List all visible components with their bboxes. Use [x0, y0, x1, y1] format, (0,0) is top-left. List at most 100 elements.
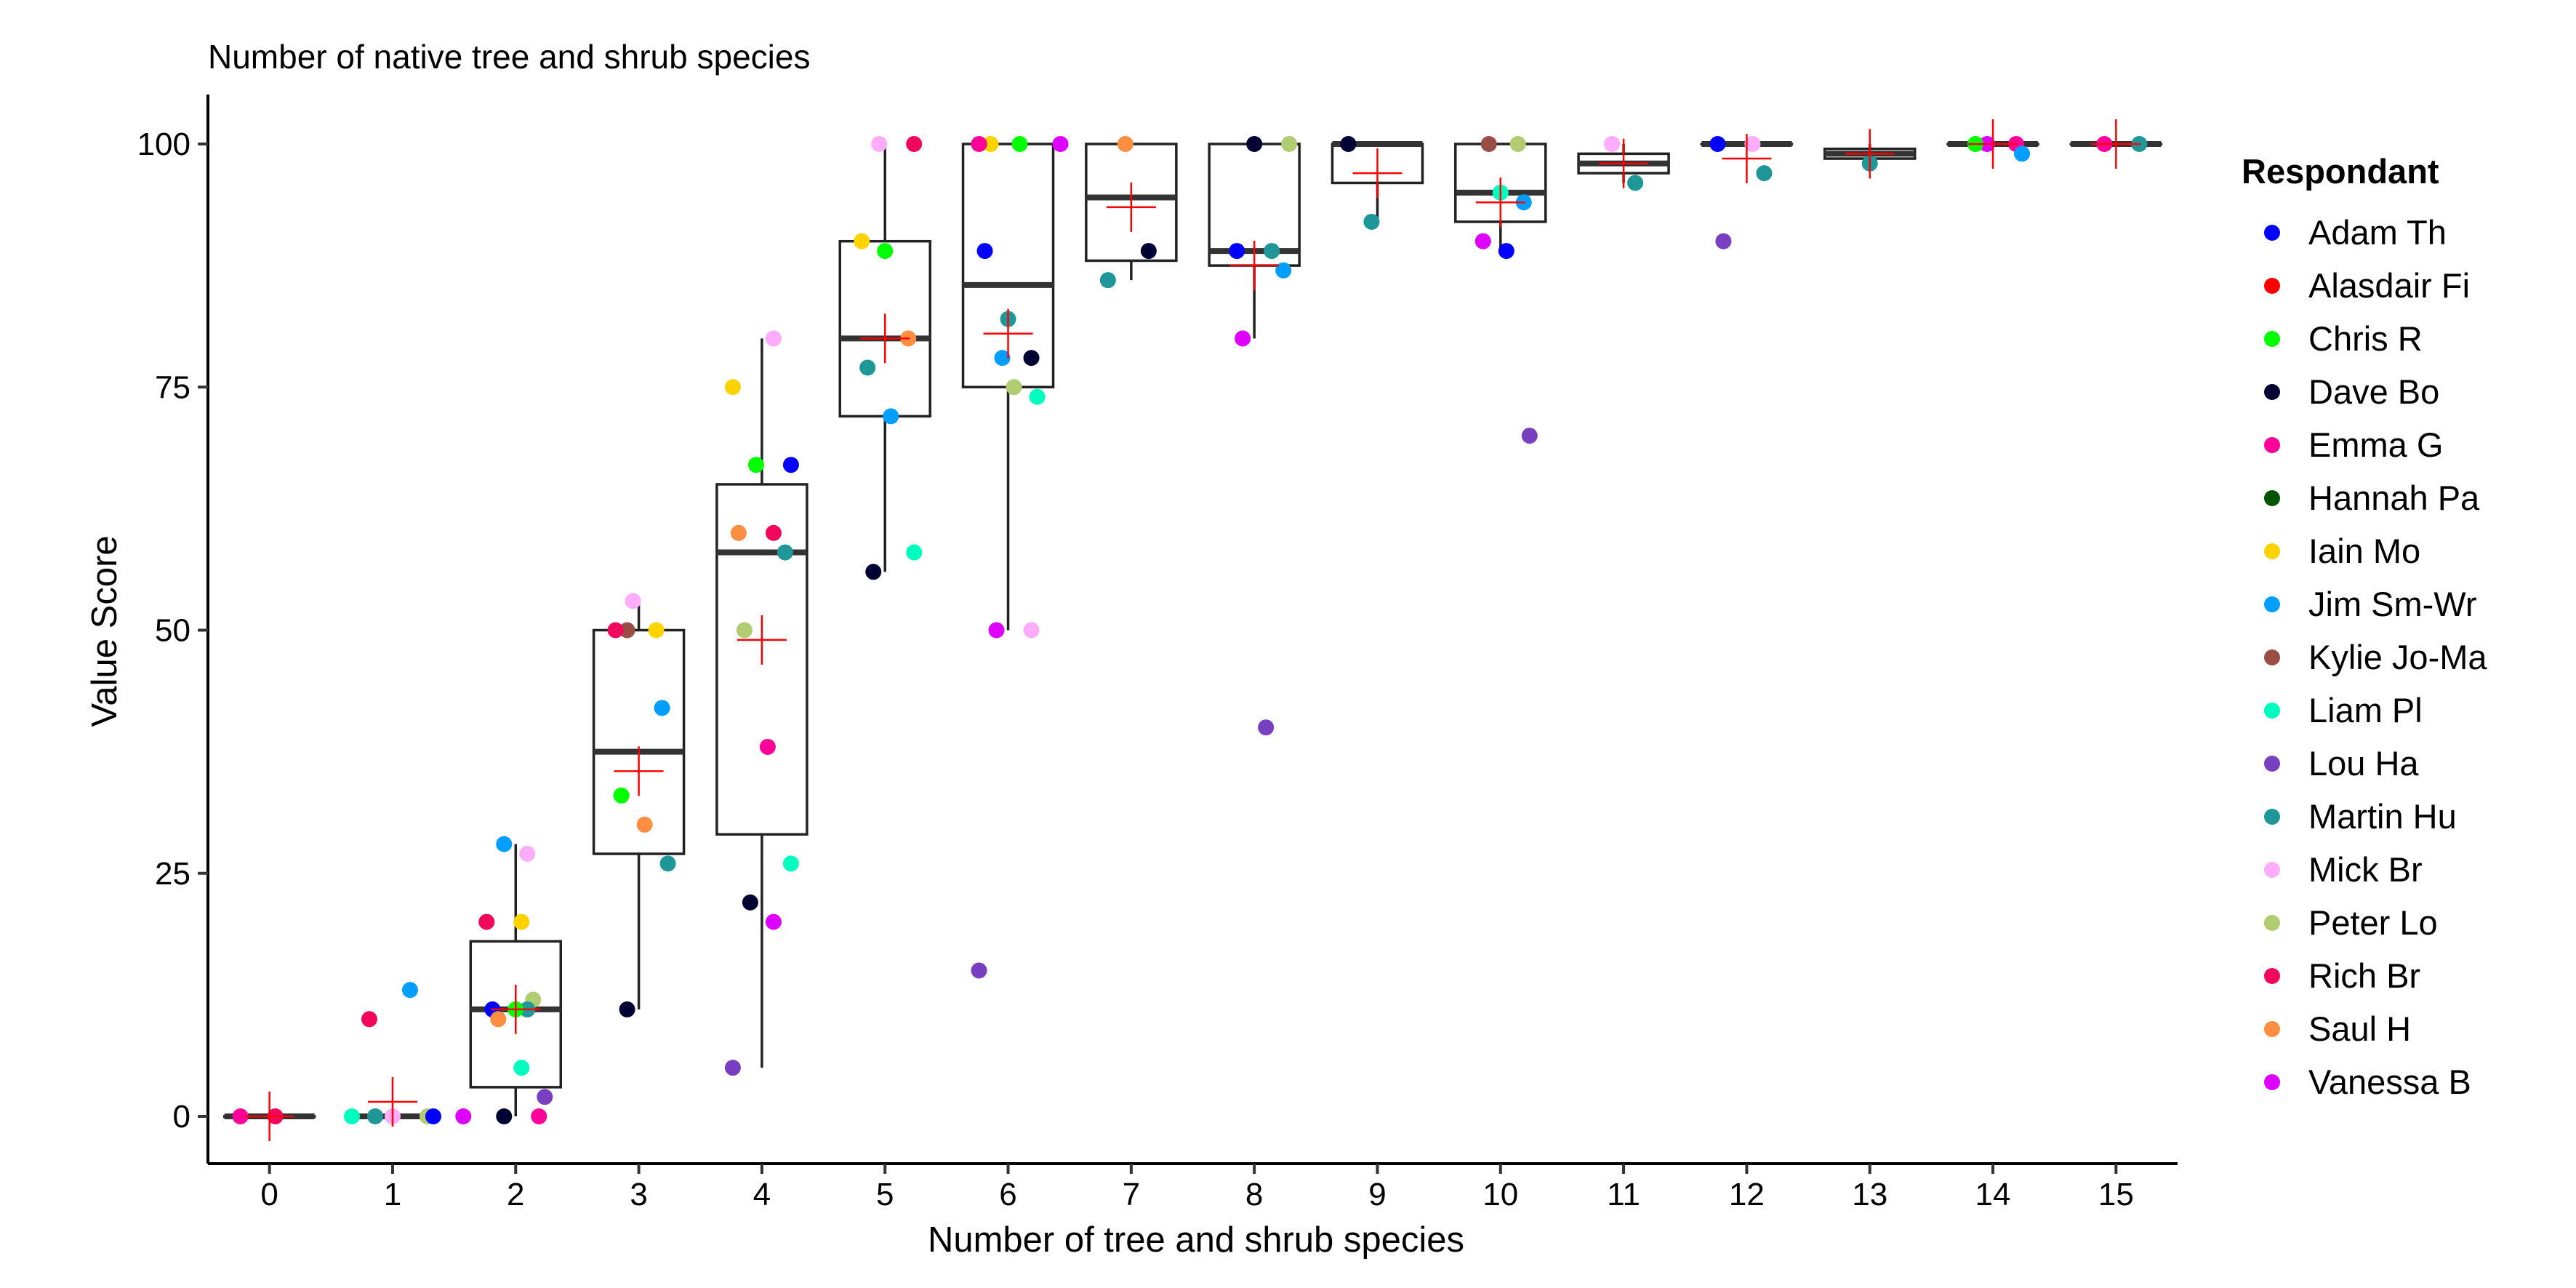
legend-item: Martin Hu	[2264, 797, 2457, 836]
mean-marker-11	[1599, 138, 1649, 188]
legend-swatch	[2264, 1021, 2280, 1037]
data-point	[1117, 136, 1133, 152]
data-point	[1235, 330, 1251, 347]
y-axis-title: Value Score	[85, 535, 124, 727]
x-tick-label: 11	[1607, 1177, 1640, 1212]
data-point	[1140, 243, 1157, 260]
legend-item: Lou Ha	[2264, 744, 2419, 783]
legend-item: Emma G	[2264, 425, 2443, 464]
legend-label: Lou Ha	[2308, 744, 2419, 783]
legend-item: Chris R	[2264, 319, 2423, 358]
legend-item: Jim Sm-Wr	[2264, 585, 2476, 623]
legend-swatch	[2264, 968, 2280, 984]
x-tick-label: 3	[630, 1177, 647, 1212]
data-point	[1509, 136, 1526, 152]
legend-item: Adam Th	[2264, 213, 2447, 252]
data-point	[1029, 388, 1046, 405]
legend-label: Martin Hu	[2308, 797, 2457, 836]
data-point	[765, 913, 782, 930]
legend-label: Chris R	[2308, 319, 2423, 358]
legend-label: Iain Mo	[2308, 532, 2420, 570]
mean-marker-0	[244, 1092, 294, 1141]
legend-swatch	[2264, 331, 2280, 347]
legend-item: Kylie Jo-Ma	[2264, 638, 2487, 676]
data-point	[1363, 213, 1380, 230]
data-point	[531, 1108, 547, 1124]
data-point	[988, 622, 1005, 639]
data-point	[232, 1108, 249, 1124]
data-point	[1521, 428, 1538, 444]
legend-label: Dave Bo	[2308, 372, 2439, 411]
data-point	[1474, 233, 1491, 249]
legend-item: Vanessa B	[2264, 1063, 2471, 1101]
legend-item: Hannah Pa	[2264, 479, 2480, 517]
box	[469, 940, 563, 1089]
legend-label: Emma G	[2308, 425, 2443, 464]
data-point	[619, 622, 635, 639]
legend-label: Jim Sm-Wr	[2308, 585, 2476, 623]
legend-item: Peter Lo	[2264, 903, 2438, 942]
legend-swatch	[2264, 278, 2280, 294]
x-tick-label: 4	[753, 1177, 771, 1212]
box-group-3	[592, 601, 686, 1009]
mean-marker-12	[1722, 134, 1772, 184]
data-point	[1604, 136, 1621, 152]
y-tick-label: 25	[155, 856, 190, 892]
box	[715, 483, 808, 836]
data-point	[1023, 622, 1040, 639]
mean-marker-8	[1229, 241, 1280, 291]
box-group-4	[715, 338, 808, 1068]
data-point	[906, 136, 923, 152]
data-point	[625, 593, 641, 609]
mean-marker-10	[1475, 177, 1525, 228]
mean-marker-2	[491, 984, 541, 1034]
data-point	[883, 408, 899, 425]
data-point	[361, 1011, 377, 1028]
x-tick-label: 6	[999, 1177, 1016, 1212]
x-tick-label: 0	[260, 1177, 278, 1212]
data-point	[613, 787, 630, 804]
data-point	[659, 855, 676, 872]
mean-marker-1	[367, 1076, 417, 1127]
data-point	[1340, 136, 1357, 152]
legend-item: Alasdair Fi	[2264, 266, 2470, 305]
data-point	[648, 622, 665, 639]
data-point	[854, 233, 870, 249]
data-point	[1627, 175, 1644, 191]
data-point	[2014, 145, 2031, 162]
legend-swatch	[2264, 649, 2280, 665]
mean-marker-5	[860, 313, 910, 364]
data-point	[1709, 136, 1726, 152]
x-tick-label: 13	[1852, 1177, 1887, 1212]
x-tick-label: 5	[876, 1177, 894, 1212]
data-point	[871, 136, 888, 152]
legend-item: Rich Br	[2264, 956, 2420, 995]
mean-marker-3	[614, 746, 664, 796]
x-tick-label: 1	[384, 1177, 401, 1212]
data-point	[478, 913, 495, 930]
data-point	[1275, 262, 1292, 279]
data-point	[343, 1108, 360, 1124]
legend-label: Rich Br	[2308, 956, 2420, 995]
mean-marker-14	[1968, 119, 2018, 169]
legend-label: Mick Br	[2308, 850, 2423, 889]
x-axis-title: Number of tree and shrub species	[928, 1220, 1464, 1260]
data-point	[1480, 136, 1497, 152]
data-point	[736, 622, 753, 639]
legend-swatch	[2264, 915, 2280, 931]
box	[592, 628, 686, 855]
data-point	[1052, 136, 1069, 152]
data-point	[747, 457, 764, 473]
data-point	[1281, 136, 1298, 152]
y-tick-label: 75	[155, 369, 190, 405]
data-point	[994, 350, 1011, 367]
legend-title: Respondant	[2242, 152, 2439, 191]
data-point	[401, 982, 418, 999]
data-point	[724, 379, 741, 396]
data-point	[1498, 243, 1514, 260]
legend-item: Mick Br	[2264, 850, 2423, 889]
chart-title: Number of native tree and shrub species	[208, 38, 810, 76]
legend-swatch	[2264, 437, 2280, 453]
